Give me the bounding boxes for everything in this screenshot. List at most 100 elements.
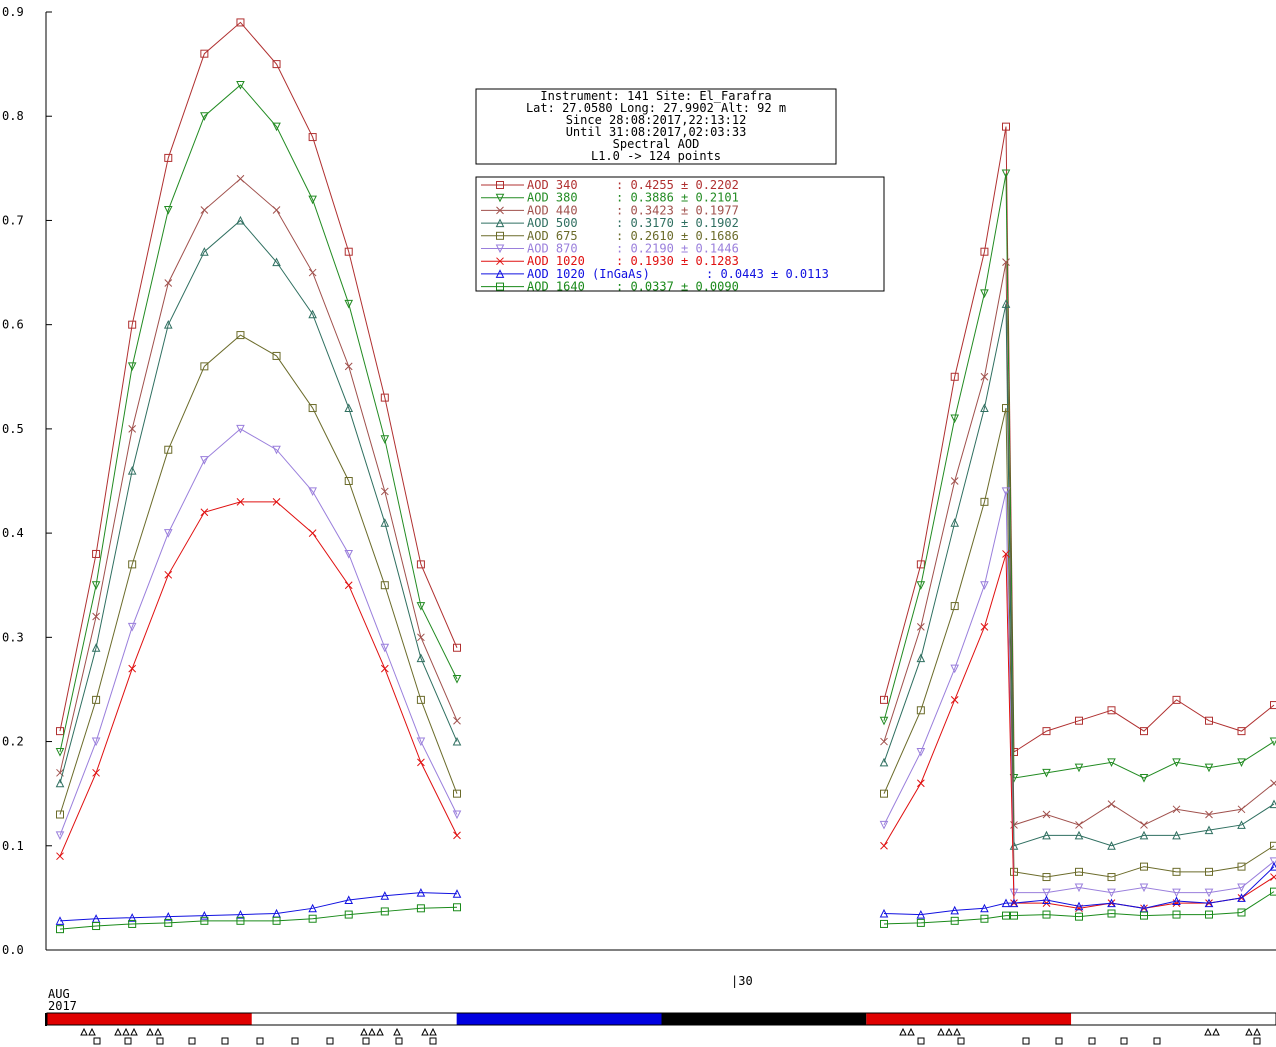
series-aod-870	[55, 424, 1276, 898]
data-point	[91, 737, 101, 747]
status-square-marker	[395, 1037, 403, 1045]
data-point	[1270, 779, 1276, 788]
data-point	[980, 372, 989, 381]
data-point	[1107, 909, 1116, 918]
data-point	[1074, 901, 1084, 911]
status-square-marker	[1055, 1037, 1063, 1045]
status-triangle-marker	[429, 1027, 437, 1036]
data-point	[272, 351, 281, 360]
data-point	[452, 736, 462, 746]
status-triangle-marker	[88, 1027, 96, 1036]
data-point	[236, 215, 245, 225]
data-point	[1172, 867, 1181, 876]
data-point	[980, 581, 989, 590]
data-point	[1001, 169, 1011, 179]
data-point	[916, 779, 925, 788]
data-point	[495, 269, 505, 278]
data-point	[380, 487, 389, 496]
legend-stat: : 0.4255 ± 0.2202	[616, 178, 739, 192]
data-point	[1172, 888, 1181, 898]
data-point	[1107, 706, 1116, 715]
data-point	[416, 602, 426, 611]
data-point	[1270, 887, 1276, 896]
data-point	[344, 403, 354, 413]
data-point	[308, 133, 317, 142]
legend-entry: AOD 500: 0.3170 ± 0.1902	[481, 216, 739, 230]
data-point	[1075, 716, 1083, 725]
data-point	[380, 907, 389, 916]
data-point	[236, 18, 245, 27]
data-point	[417, 758, 425, 767]
series-line	[1013, 891, 1275, 918]
series-aod-380	[55, 80, 1276, 783]
y-tick-label: 0.0	[2, 943, 24, 957]
data-point	[380, 435, 390, 444]
data-point	[916, 747, 926, 757]
data-point	[344, 910, 353, 919]
series-line	[883, 303, 1007, 763]
series-line	[883, 491, 1007, 826]
data-point	[1270, 701, 1276, 710]
data-point	[950, 372, 959, 381]
data-point	[496, 206, 504, 215]
status-segment	[47, 1013, 252, 1025]
status-triangle-marker	[1212, 1027, 1220, 1036]
data-point	[272, 206, 281, 214]
data-point	[164, 153, 173, 162]
data-point	[164, 279, 173, 287]
data-point	[200, 456, 209, 465]
data-point	[417, 633, 425, 642]
status-triangle-marker	[146, 1027, 154, 1036]
data-point	[128, 560, 137, 569]
data-point	[1107, 758, 1116, 768]
series-line	[1013, 845, 1275, 878]
series-line	[1013, 741, 1275, 779]
series-line	[1014, 876, 1275, 909]
x-marker-label: |30	[731, 974, 753, 988]
data-point	[980, 914, 989, 923]
data-point	[236, 331, 245, 340]
status-square-marker	[291, 1037, 299, 1045]
data-point	[1237, 893, 1246, 902]
data-point	[55, 831, 65, 840]
series-line	[1005, 303, 1015, 846]
data-point	[380, 518, 390, 527]
series-line	[883, 126, 1007, 700]
legend-entry: AOD 870: 0.2190 ± 0.1446	[481, 242, 739, 256]
y-tick-label: 0.3	[2, 630, 24, 644]
data-point	[916, 706, 925, 715]
data-point	[1140, 862, 1148, 871]
status-triangle-marker	[360, 1027, 368, 1036]
status-square-marker	[156, 1037, 164, 1045]
status-segment	[251, 1013, 457, 1025]
status-triangle-marker	[945, 1027, 953, 1036]
data-point	[1237, 862, 1246, 871]
status-square-marker	[429, 1037, 437, 1045]
data-point	[1042, 830, 1051, 840]
info-line-since: Since 28:08:2017,22:13:12	[566, 113, 747, 127]
data-point	[164, 918, 173, 927]
data-point	[92, 768, 100, 777]
data-point	[55, 916, 65, 925]
legend-entry: AOD 340: 0.4255 ± 0.2202	[481, 178, 739, 192]
data-point	[272, 916, 281, 925]
data-point	[200, 247, 209, 256]
data-point	[1010, 911, 1018, 920]
data-point	[236, 916, 245, 925]
data-point	[344, 362, 353, 371]
data-point	[980, 247, 989, 256]
data-point	[308, 404, 317, 413]
data-point	[950, 696, 959, 704]
data-point	[344, 247, 353, 256]
data-point	[453, 643, 461, 652]
data-point	[980, 903, 989, 913]
y-tick-label: 0.8	[2, 109, 24, 123]
data-point	[453, 903, 461, 912]
info-box: Instrument: 141 Site: El_Farafra Lat: 27…	[475, 88, 837, 165]
legend-label: AOD 500	[527, 216, 578, 230]
data-point	[416, 653, 426, 663]
data-point	[344, 549, 354, 559]
data-point	[1270, 873, 1276, 881]
data-point	[1002, 258, 1010, 266]
